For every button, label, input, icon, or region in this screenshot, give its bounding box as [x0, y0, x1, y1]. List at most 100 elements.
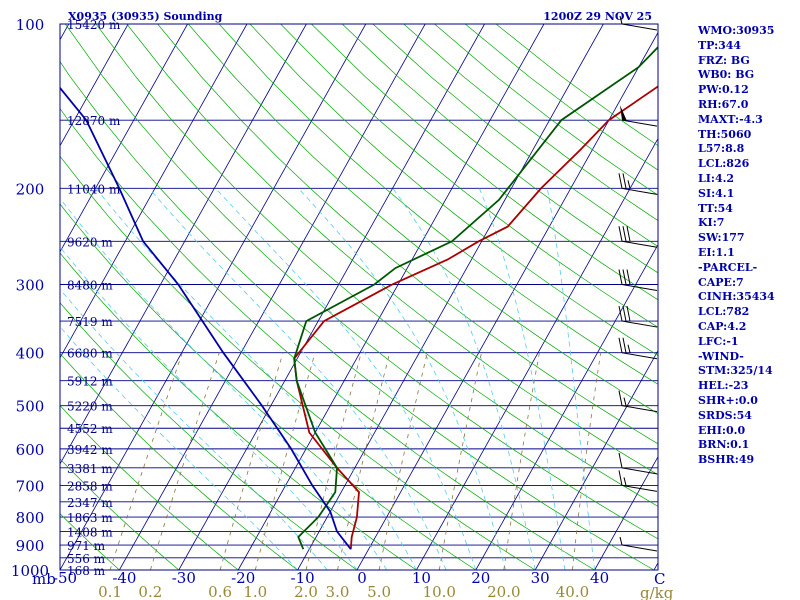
wind-barb — [618, 226, 658, 248]
pressure-tick-label: 600 — [16, 441, 45, 459]
pressure-tick-label: 500 — [16, 398, 45, 416]
index-line: WMO:30935 — [698, 24, 775, 37]
mixing-ratio-label: 0.1 — [98, 583, 122, 600]
height-label: 9620 m — [67, 235, 113, 249]
parcel-profile — [60, 86, 352, 550]
moist-adiabat — [392, 188, 536, 570]
index-line: HEL:-23 — [698, 379, 749, 393]
chart-title: X0935 (30935) Sounding — [68, 10, 223, 23]
temp-tick-label: 30 — [531, 569, 550, 587]
index-line: SW:177 — [698, 231, 745, 245]
height-label: 15420 m — [67, 18, 121, 32]
index-line: -PARCEL- — [698, 260, 758, 274]
index-line: LFC:-1 — [698, 334, 739, 348]
plot-frame — [59, 23, 659, 571]
temp-tick-label: -40 — [112, 569, 136, 587]
dry-adiabat — [60, 513, 120, 570]
pressure-tick-label: 300 — [16, 277, 45, 295]
isotherm — [416, 137, 658, 570]
mixing-ratio-label: 20.0 — [487, 583, 520, 600]
wind-barb — [618, 305, 658, 328]
temp-tick-label: 20 — [471, 569, 490, 587]
wind-barb-staff — [621, 187, 658, 195]
sounding-curves — [60, 45, 658, 550]
height-label: 6680 m — [67, 347, 113, 361]
dry-adiabat — [60, 107, 595, 570]
index-line: WB0: BG — [698, 68, 755, 82]
mixing-ratio-unit-label: g/kg — [640, 584, 674, 600]
index-line: CINH:35434 — [698, 290, 775, 304]
wind-barb-full — [622, 269, 627, 285]
height-label: 1863 m — [67, 511, 113, 525]
height-label: 8480 m — [67, 279, 113, 293]
dewpoint-profile — [293, 45, 658, 550]
wind-barb-staff — [621, 119, 658, 127]
moist-adiabat — [546, 188, 595, 570]
wind-barb-full — [618, 269, 623, 285]
temp-tick-label: 0 — [357, 569, 367, 587]
mixing-ratio-label: 2.0 — [294, 583, 318, 600]
pressure-tick-label: 1000 — [11, 562, 49, 580]
dry-adiabat — [311, 24, 658, 301]
mixing-ratio-line — [219, 352, 284, 570]
moist-adiabat — [95, 188, 417, 570]
wind-barb-staff — [621, 467, 658, 475]
background-grid — [60, 24, 658, 570]
wind-barb — [619, 536, 658, 552]
index-line: CAP:4.2 — [698, 319, 747, 333]
pressure-unit-label: mb — [32, 570, 56, 588]
wind-barb-staff — [621, 320, 658, 328]
isotherm — [237, 24, 545, 570]
wind-barb-full — [622, 226, 627, 242]
index-line: STM:325/14 — [698, 364, 773, 378]
height-label: 7519 m — [67, 315, 113, 329]
dry-adiabat — [60, 252, 417, 570]
dry-adiabat — [65, 24, 658, 540]
dry-adiabat — [95, 24, 658, 507]
height-label: 1408 m — [67, 525, 113, 539]
index-line: LCL:826 — [698, 157, 750, 171]
pressure-tick-label: 700 — [16, 477, 45, 495]
mixing-ratio-line — [337, 352, 391, 570]
height-label: 971 m — [67, 539, 106, 553]
index-line: CAPE:7 — [698, 275, 744, 289]
height-label: 5220 m — [67, 400, 113, 414]
index-line: SHR+:0.0 — [698, 393, 758, 407]
temp-unit-label: C — [654, 570, 665, 588]
isotherm — [178, 24, 485, 570]
wind-barb-full — [622, 337, 627, 353]
isotherm — [297, 24, 604, 570]
mixing-ratio-line — [109, 352, 183, 570]
isotherm — [534, 349, 658, 570]
index-line: PW:0.12 — [698, 83, 749, 97]
wind-barb-staff — [621, 405, 658, 413]
height-label: 4552 m — [67, 422, 113, 436]
wind-barb — [618, 269, 658, 292]
index-line: BRN:0.1 — [698, 438, 750, 452]
moist-adiabat — [60, 288, 328, 570]
mixing-ratio-line — [503, 352, 540, 570]
index-line: EI:1.1 — [698, 245, 735, 259]
wind-barb-half — [623, 397, 627, 406]
wind-barb-full — [618, 452, 623, 468]
pressure-tick-label: 100 — [16, 16, 45, 34]
index-line: TH:5060 — [698, 127, 752, 141]
moist-adiabat — [298, 188, 506, 570]
height-label: 556 m — [67, 552, 106, 566]
wind-barb-full — [626, 305, 631, 322]
wind-barb-half — [627, 180, 631, 189]
mixing-ratio-label: 1.0 — [243, 583, 267, 600]
index-line: MAXT:-4.3 — [698, 112, 763, 126]
index-line: TT:54 — [698, 201, 733, 215]
dry-adiabat — [60, 458, 180, 570]
mixing-ratio-line — [378, 352, 428, 570]
dry-adiabat — [126, 24, 658, 476]
mixing-ratio-line — [254, 352, 316, 570]
isotherm — [594, 455, 658, 570]
index-line: LCL:782 — [698, 305, 750, 319]
wind-barb-half — [627, 344, 631, 353]
wind-barb-full — [626, 269, 631, 285]
height-label: 12870 m — [67, 114, 121, 128]
temp-tick-label: -50 — [53, 569, 77, 587]
